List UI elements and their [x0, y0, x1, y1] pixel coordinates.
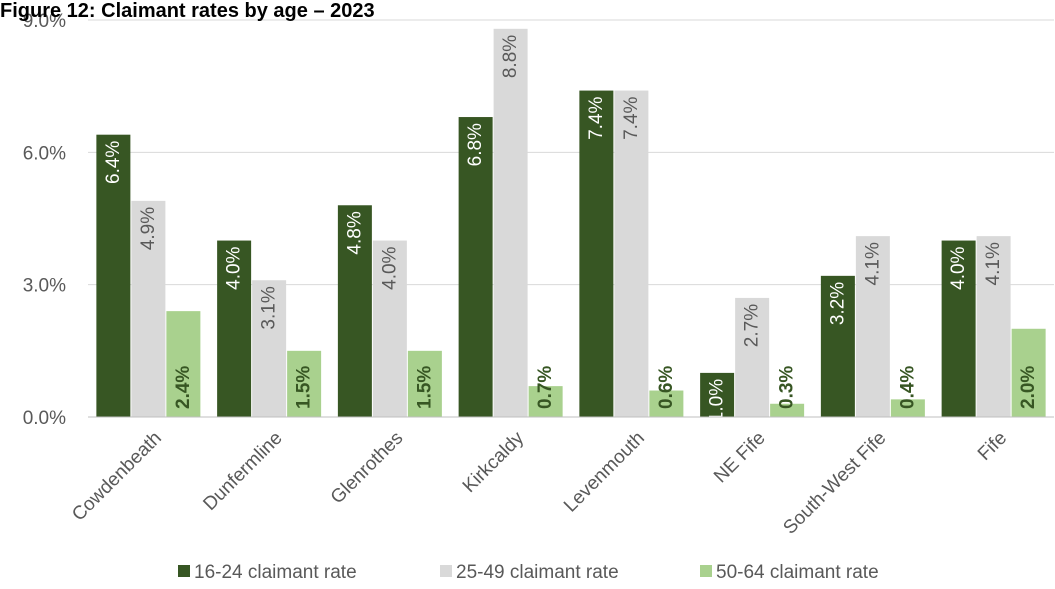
- bar: [649, 390, 684, 417]
- category-label: South-West Fife: [779, 428, 890, 539]
- bar: [96, 134, 131, 417]
- data-label: 1.5%: [414, 366, 435, 409]
- bar: [614, 90, 649, 418]
- category-label: Glenrothes: [327, 428, 408, 509]
- bar: [337, 205, 372, 417]
- category-label: Kirkcaldy: [459, 427, 529, 497]
- legend-label: 50-64 claimant rate: [716, 562, 879, 583]
- legend-swatch: [178, 565, 190, 577]
- legend: 16-24 claimant rate 25-49 claimant rate 50…: [178, 562, 879, 583]
- legend-label: 25-49 claimant rate: [456, 562, 619, 583]
- data-label: 2.7%: [742, 304, 763, 347]
- bar: [166, 311, 201, 417]
- category-label: NE Fife: [710, 428, 770, 488]
- legend-label: 16-24 claimant rate: [194, 562, 357, 583]
- data-label: 4.0%: [224, 246, 245, 289]
- y-tick-label: 6.0%: [23, 143, 66, 164]
- data-label: 7.4%: [586, 96, 607, 139]
- data-label: 0.3%: [777, 366, 798, 409]
- bar: [820, 275, 855, 417]
- bar: [252, 280, 287, 417]
- bar: [579, 90, 614, 418]
- bar: [735, 297, 770, 417]
- bar: [493, 28, 528, 417]
- legend-swatch: [700, 565, 712, 577]
- y-tick-label: 0.0%: [23, 408, 66, 429]
- bar: [855, 236, 890, 417]
- category-label: Dunfermline: [199, 428, 286, 515]
- legend-swatch: [440, 565, 452, 577]
- bar: [890, 399, 925, 417]
- bar: [372, 240, 407, 417]
- data-labels: 6.4% 4.9% 2.4% 4.0% 3.1% 1.5% 4.8% 4.0% 1.5% 6.8%…: [103, 35, 1039, 422]
- data-label: 0.6%: [656, 366, 677, 409]
- data-label: 4.0%: [948, 246, 969, 289]
- bars: [96, 28, 1046, 418]
- data-label: 4.9%: [138, 207, 159, 250]
- category-label: Fife: [974, 428, 1011, 465]
- data-label: 4.8%: [344, 211, 365, 254]
- bar: [976, 236, 1011, 417]
- bar: [458, 117, 493, 418]
- data-label: 1.0%: [707, 379, 728, 422]
- bar: [700, 372, 735, 417]
- data-label: 6.4%: [103, 141, 124, 184]
- data-label: 3.2%: [827, 282, 848, 325]
- bar: [528, 386, 563, 417]
- data-label: 3.1%: [259, 286, 280, 329]
- category-label: Levenmouth: [560, 428, 649, 517]
- bar: [1011, 328, 1046, 417]
- data-label: 4.1%: [983, 242, 1004, 285]
- data-label: 2.4%: [173, 366, 194, 409]
- y-tick-label: 3.0%: [23, 276, 66, 297]
- data-label: 0.7%: [535, 366, 556, 409]
- data-label: 8.8%: [500, 35, 521, 78]
- y-axis-tick-labels: 0.0% 3.0% 6.0% 9.0%: [23, 11, 66, 429]
- bar: [217, 240, 252, 417]
- bar: [131, 200, 166, 417]
- data-label: 7.4%: [621, 96, 642, 139]
- data-label: 4.0%: [379, 246, 400, 289]
- bar: [770, 403, 805, 417]
- category-labels: Cowdenbeath Dunfermline Glenrothes Kirkcald…: [68, 427, 1011, 538]
- data-label: 6.8%: [465, 123, 486, 166]
- chart-title: Figure 12: Claimant rates by age – 2023: [0, 0, 375, 22]
- data-label: 1.5%: [294, 366, 315, 409]
- bar: [941, 240, 976, 417]
- category-label: Cowdenbeath: [68, 428, 166, 526]
- data-label: 4.1%: [862, 242, 883, 285]
- data-label: 0.4%: [897, 366, 918, 409]
- bar: [287, 350, 322, 417]
- data-label: 2.0%: [1018, 366, 1039, 409]
- bar: [407, 350, 442, 417]
- y-tick-label: 9.0%: [23, 11, 66, 32]
